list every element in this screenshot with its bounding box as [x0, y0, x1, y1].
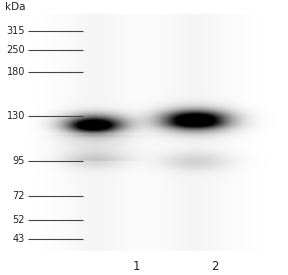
Text: 1: 1: [133, 260, 141, 273]
Text: 52: 52: [13, 215, 25, 225]
Text: 315: 315: [7, 26, 25, 36]
Text: 180: 180: [7, 67, 25, 77]
Text: 2: 2: [211, 260, 219, 273]
Text: 43: 43: [13, 234, 25, 244]
Text: kDa: kDa: [5, 2, 25, 12]
Text: 72: 72: [13, 191, 25, 201]
Text: 250: 250: [7, 45, 25, 55]
Text: 95: 95: [13, 156, 25, 166]
Text: 130: 130: [7, 111, 25, 122]
